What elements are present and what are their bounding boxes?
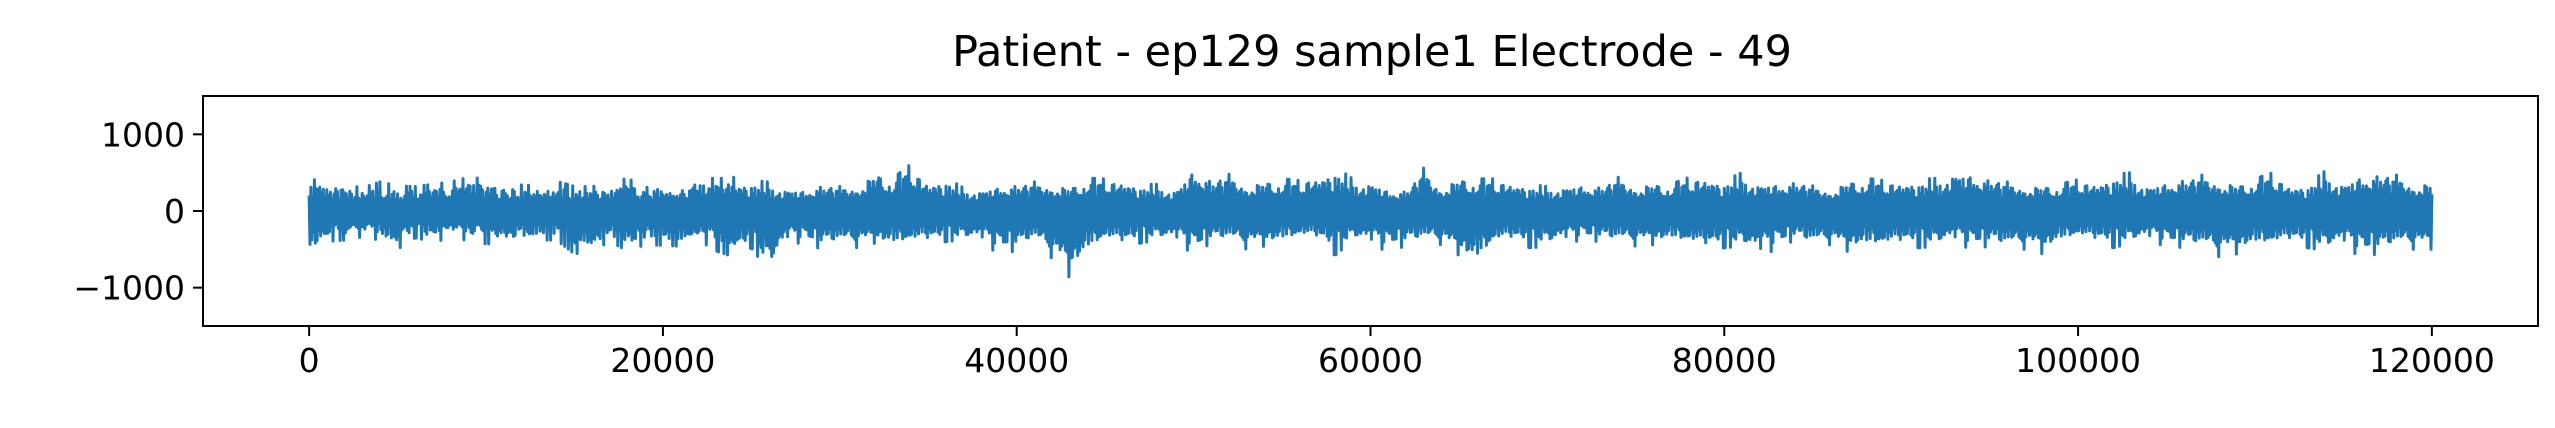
x-tick-label: 20000: [610, 341, 715, 380]
chart-title: Patient - ep129 sample1 Electrode - 49: [952, 27, 1792, 77]
y-tick-label: −1000: [73, 269, 185, 308]
y-axis: 1000 0 −1000: [73, 115, 203, 308]
x-tick-label: 80000: [1672, 341, 1777, 380]
y-tick-label: 0: [164, 192, 185, 231]
x-tick-label: 0: [299, 341, 320, 380]
x-axis: 0 20000 40000 60000 80000 100000 120000: [299, 326, 2495, 380]
x-tick-label: 60000: [1318, 341, 1423, 380]
x-tick-label: 100000: [2015, 341, 2141, 380]
y-tick-label: 1000: [101, 115, 185, 154]
signal-series-line: [307, 164, 2434, 279]
plot-area: [307, 164, 2434, 279]
x-tick-label: 40000: [964, 341, 1069, 380]
x-tick-label: 120000: [2369, 341, 2495, 380]
